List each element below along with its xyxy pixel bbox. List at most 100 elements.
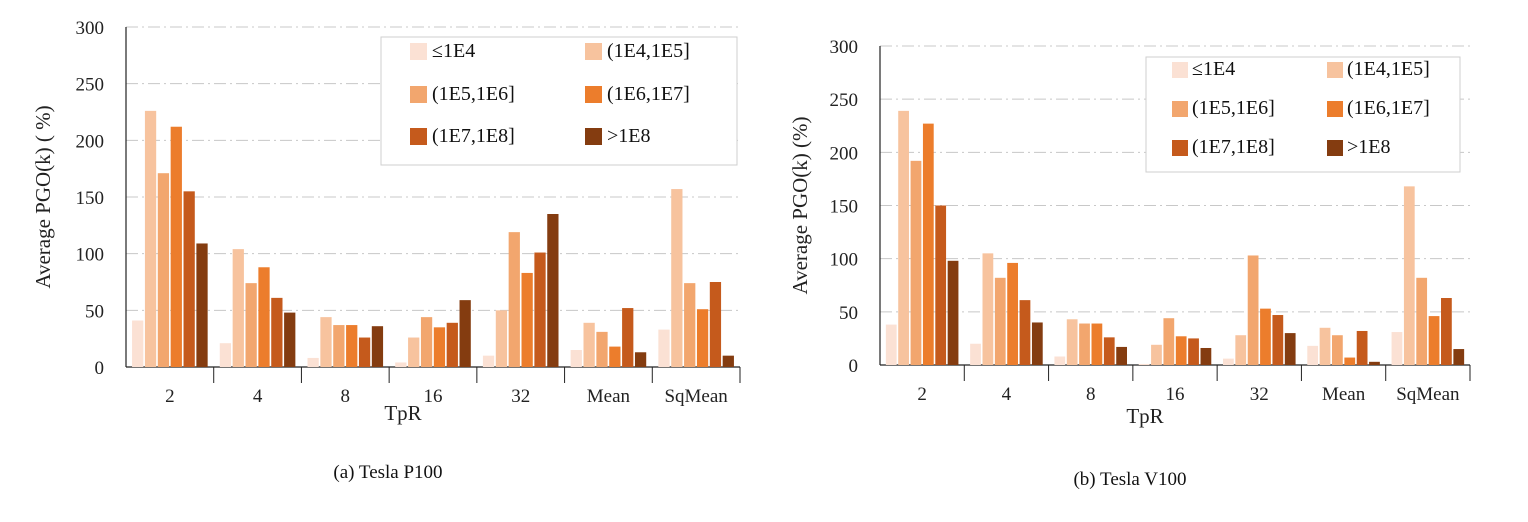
legend-label: (1E7,1E8] — [432, 125, 515, 147]
bar — [219, 343, 232, 367]
legend-swatch — [1172, 101, 1188, 117]
bar — [1260, 308, 1271, 365]
bar — [1091, 323, 1103, 365]
y-tick-label: 50 — [85, 301, 104, 322]
legend-label: (1E4,1E5] — [1347, 58, 1430, 80]
bar — [534, 252, 546, 367]
y-tick-label: 300 — [830, 37, 859, 58]
bar — [459, 300, 471, 367]
y-tick-label: 300 — [76, 18, 105, 39]
y-tick-label: 0 — [849, 356, 859, 377]
bar — [684, 283, 696, 367]
legend-swatch — [1327, 101, 1343, 117]
bar — [994, 277, 1006, 365]
bar — [1200, 347, 1212, 365]
bar — [922, 123, 934, 365]
x-tick-label: 16 — [424, 386, 443, 407]
legend-swatch — [1327, 62, 1343, 78]
bar — [1235, 335, 1247, 365]
x-axis-title: TpR — [1126, 404, 1163, 428]
bar — [132, 320, 144, 367]
bar — [709, 282, 722, 367]
bar — [1307, 345, 1319, 365]
bar — [307, 357, 319, 367]
x-tick-label: 8 — [341, 386, 351, 407]
legend-swatch — [410, 128, 427, 145]
bar — [1007, 262, 1018, 365]
bar — [232, 249, 244, 367]
legend-label: (1E5,1E6] — [432, 83, 515, 105]
y-tick-label: 200 — [76, 131, 105, 152]
bar — [1223, 358, 1234, 365]
bar — [1079, 323, 1090, 365]
bar — [420, 317, 433, 367]
bar — [547, 214, 559, 367]
bar — [570, 350, 582, 367]
x-tick-label: 2 — [165, 386, 175, 407]
bar — [898, 110, 909, 365]
figure-caption: (b) Tesla V100 — [1073, 469, 1186, 490]
bar — [1391, 332, 1403, 365]
x-tick-label: 32 — [511, 386, 530, 407]
y-tick-label: 0 — [95, 358, 105, 379]
legend-swatch — [585, 86, 602, 103]
bar — [1103, 337, 1115, 365]
bar — [947, 260, 959, 365]
legend-label: ≤1E4 — [1192, 58, 1235, 80]
bar — [622, 308, 634, 367]
bar — [245, 283, 257, 367]
legend-swatch — [410, 86, 427, 103]
bar — [508, 232, 520, 367]
y-tick-label: 200 — [830, 143, 859, 164]
bar — [183, 191, 195, 367]
legend-label: (1E6,1E7] — [1347, 97, 1430, 119]
x-tick-label: 4 — [1002, 384, 1012, 405]
legend-swatch — [585, 43, 602, 60]
bar — [358, 337, 371, 367]
bar — [1019, 300, 1031, 365]
bar — [482, 355, 495, 367]
bar — [170, 126, 182, 367]
bar — [1138, 363, 1150, 365]
bar — [320, 317, 332, 367]
bar — [144, 110, 157, 367]
y-tick-label: 150 — [830, 197, 859, 218]
bar — [658, 329, 670, 367]
bar — [1344, 357, 1356, 365]
bar — [935, 205, 947, 365]
chart-tesla-v100: 0 50 100 150 200 250 300 2 4 8 16 32 Mean SqMean Avera… — [788, 37, 1471, 490]
legend-label: (1E7,1E8] — [1192, 136, 1275, 158]
bar — [1453, 349, 1465, 365]
bar — [596, 331, 608, 367]
x-tick-label: 2 — [917, 384, 927, 405]
bar — [1031, 322, 1043, 365]
bar — [970, 343, 981, 365]
chart-tesla-p100: 0 50 100 150 200 250 300 2 4 8 16 32 Mean SqMean Avera… — [31, 18, 741, 483]
legend-label: ≤1E4 — [432, 40, 475, 62]
bar — [271, 297, 283, 367]
bar — [1054, 356, 1066, 365]
bar — [433, 327, 446, 367]
bar — [196, 243, 208, 367]
bar — [1441, 298, 1452, 365]
bar — [446, 322, 458, 367]
bar — [521, 272, 533, 367]
legend-swatch — [1172, 62, 1188, 78]
bar — [1332, 335, 1343, 365]
legend-swatch — [1172, 140, 1188, 156]
bar — [408, 337, 420, 367]
bar — [1284, 333, 1296, 365]
bar — [982, 253, 994, 365]
x-tick-label: 32 — [1250, 384, 1269, 405]
bar — [583, 322, 595, 367]
y-tick-label: 250 — [830, 90, 859, 111]
bar — [1272, 315, 1284, 365]
legend-label: >1E8 — [607, 125, 651, 147]
bar — [1116, 346, 1127, 365]
bar — [395, 362, 407, 367]
y-tick-label: 100 — [76, 245, 105, 266]
bar — [910, 160, 922, 365]
x-axis-title: TpR — [384, 401, 421, 425]
bar — [722, 355, 734, 367]
